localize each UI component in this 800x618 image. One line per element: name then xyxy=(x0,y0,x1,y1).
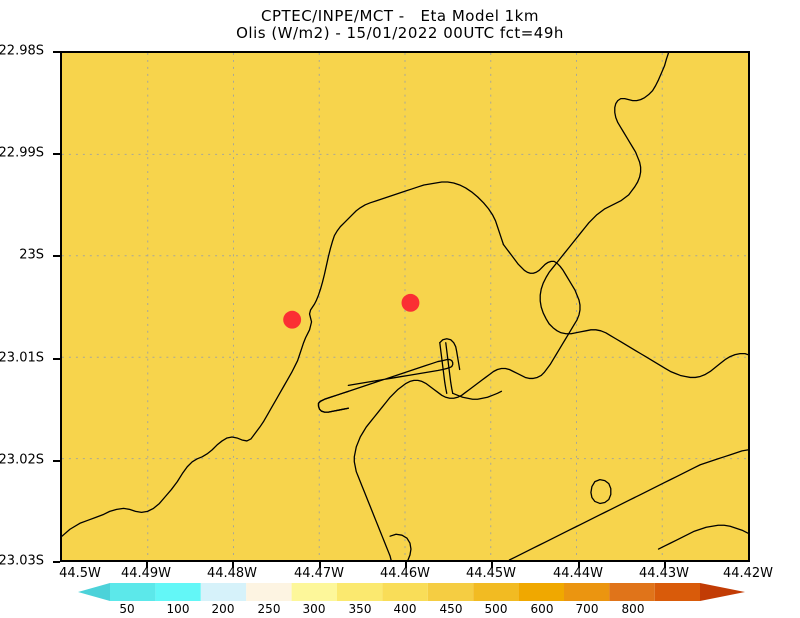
y-tick-label-4: 23.02S xyxy=(0,452,44,468)
x-tick-mark xyxy=(319,562,321,568)
colorbar-band xyxy=(200,583,247,601)
colorbar-tick-label-0: 50 xyxy=(119,602,135,616)
x-tick-mark xyxy=(664,562,666,568)
colorbar-band xyxy=(518,583,564,601)
colorbar-band xyxy=(427,583,474,601)
chart-title-line-1: CPTEC/INPE/MCT - Eta Model 1km xyxy=(261,7,539,25)
x-tick-label-3: 44.47W xyxy=(293,566,345,581)
chart-title-line-2: Olis (W/m2) - 15/01/2022 00UTC fct=49h xyxy=(236,24,564,42)
map-plot-area xyxy=(60,51,750,562)
colorbar-band xyxy=(473,583,519,601)
colorbar-band xyxy=(110,583,156,601)
x-tick-label-5: 44.45W xyxy=(465,566,517,581)
y-tick-mark xyxy=(53,358,60,360)
x-tick-mark xyxy=(491,562,493,568)
x-tick-mark xyxy=(146,562,148,568)
coastline-paths xyxy=(62,53,748,560)
colorbar-tick-label-6: 400 xyxy=(393,602,417,616)
y-tick-mark xyxy=(53,561,60,563)
x-tick-label-0: 44.5W xyxy=(59,566,101,581)
colorbar-band xyxy=(654,583,700,601)
colorbar-band xyxy=(337,583,383,601)
x-tick-label-1: 44.49W xyxy=(120,566,172,581)
colorbar-tick-label-7: 450 xyxy=(439,602,463,616)
y-tick-label-0: 22.98S xyxy=(0,43,44,59)
x-tick-label-7: 44.43W xyxy=(638,566,690,581)
y-tick-mark xyxy=(53,460,60,462)
colorbar-tick-label-1: 100 xyxy=(166,602,190,616)
colorbar-tick-label-8: 500 xyxy=(484,602,508,616)
x-tick-mark xyxy=(232,562,234,568)
station-marker-1[interactable] xyxy=(283,310,302,329)
colorbar-swatches xyxy=(78,583,745,601)
x-tick-label-6: 44.44W xyxy=(552,566,604,581)
y-tick-label-3: 23.01S xyxy=(0,350,44,366)
colorbar-under-arrow xyxy=(78,583,110,601)
colorbar-tick-label-10: 700 xyxy=(575,602,599,616)
x-tick-label-4: 44.46W xyxy=(379,566,431,581)
colorbar-band xyxy=(382,583,428,601)
station-markers xyxy=(283,293,420,329)
x-tick-mark xyxy=(405,562,407,568)
colorbar-tick-label-5: 350 xyxy=(348,602,372,616)
colorbar-band xyxy=(564,583,610,601)
x-tick-mark xyxy=(578,562,580,568)
chart-title-block: CPTEC/INPE/MCT - Eta Model 1km Olis (W/m… xyxy=(0,8,800,42)
y-tick-label-5: 23.03S xyxy=(0,553,44,569)
y-tick-label-2: 23S xyxy=(19,247,44,263)
station-marker-2[interactable] xyxy=(401,293,420,312)
colorbar-tick-label-11: 800 xyxy=(621,602,645,616)
y-tick-label-1: 22.99S xyxy=(0,145,44,161)
x-tick-label-2: 44.48W xyxy=(206,566,258,581)
map-gridlines xyxy=(62,53,748,560)
map-canvas xyxy=(62,53,748,560)
colorbar-over-arrow xyxy=(700,583,745,601)
colorbar-tick-label-2: 200 xyxy=(211,602,235,616)
y-tick-mark xyxy=(53,51,60,53)
colorbar-tick-label-9: 600 xyxy=(530,602,554,616)
colorbar-band xyxy=(155,583,201,601)
y-tick-mark xyxy=(53,255,60,257)
colorbar: 50 100 200 250 300 350 400 450 500 600 7… xyxy=(0,583,800,618)
colorbar-band xyxy=(609,583,655,601)
colorbar-band xyxy=(246,583,292,601)
colorbar-tick-label-3: 250 xyxy=(257,602,281,616)
x-tick-label-8: 44.42W xyxy=(722,566,774,581)
y-tick-mark xyxy=(53,153,60,155)
colorbar-tick-label-4: 300 xyxy=(302,602,326,616)
colorbar-band xyxy=(291,583,337,601)
